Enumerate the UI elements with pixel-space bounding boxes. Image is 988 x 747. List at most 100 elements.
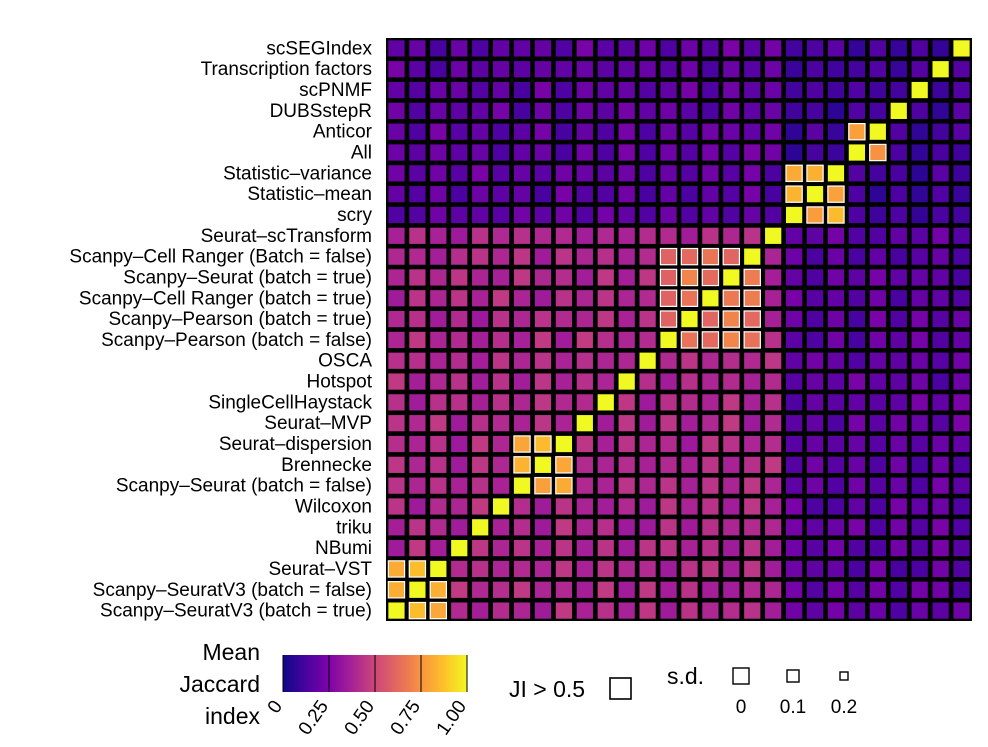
heatmap-cell bbox=[451, 102, 468, 119]
heatmap-cell bbox=[702, 123, 719, 140]
heatmap-cell bbox=[702, 290, 719, 307]
heatmap-cell bbox=[639, 61, 656, 78]
heatmap-cell bbox=[890, 477, 907, 494]
heatmap-cell bbox=[597, 310, 614, 328]
heatmap-cell bbox=[953, 61, 970, 78]
heatmap-cell bbox=[681, 186, 698, 203]
heatmap-cell bbox=[388, 290, 405, 307]
heatmap-cell bbox=[723, 269, 740, 286]
heatmap-cell bbox=[869, 102, 886, 119]
heatmap-cell bbox=[576, 248, 593, 265]
heatmap-cell bbox=[472, 144, 489, 161]
heatmap-cell bbox=[451, 227, 468, 244]
row-label: OSCA bbox=[318, 351, 372, 372]
heatmap-cell bbox=[387, 581, 406, 599]
heatmap-cell bbox=[744, 81, 761, 99]
heatmap-cell bbox=[618, 186, 635, 203]
heatmap-cell bbox=[765, 61, 782, 78]
heatmap-cell bbox=[639, 352, 656, 369]
heatmap-cell bbox=[785, 61, 803, 78]
heatmap-cell bbox=[639, 477, 656, 494]
heatmap-cell bbox=[953, 435, 970, 453]
heatmap-cell bbox=[765, 310, 782, 328]
heatmap-cell bbox=[660, 61, 677, 78]
heatmap-cell bbox=[806, 352, 824, 369]
heatmap-cell bbox=[785, 290, 803, 307]
heatmap-cell bbox=[597, 290, 614, 307]
heatmap-cell bbox=[660, 123, 677, 140]
heatmap-cell bbox=[827, 165, 845, 182]
heatmap-cell bbox=[430, 477, 447, 494]
heatmap-cell bbox=[785, 415, 803, 432]
heatmap-cell bbox=[681, 40, 698, 57]
heatmap-cell bbox=[765, 394, 782, 411]
heatmap-cell bbox=[429, 581, 448, 599]
heatmap-cell bbox=[597, 81, 614, 99]
heatmap-cell bbox=[430, 290, 447, 307]
heatmap-cell bbox=[890, 373, 907, 390]
heatmap-cell bbox=[513, 310, 531, 328]
heatmap-cell bbox=[743, 331, 761, 349]
heatmap-cell bbox=[555, 102, 573, 119]
heatmap-cell bbox=[722, 247, 741, 266]
heatmap-cell bbox=[597, 331, 614, 349]
heatmap-cell bbox=[430, 519, 447, 536]
heatmap-cell bbox=[953, 519, 970, 536]
heatmap-cell bbox=[765, 560, 782, 578]
heatmap-cell bbox=[618, 144, 635, 161]
heatmap-cell bbox=[848, 227, 866, 244]
heatmap-cell bbox=[743, 289, 761, 307]
row-label: scPNMF bbox=[299, 80, 372, 101]
heatmap-cell bbox=[890, 394, 907, 411]
heatmap-cell bbox=[953, 394, 970, 411]
heatmap-cell bbox=[869, 415, 886, 432]
heatmap-cell bbox=[660, 40, 677, 57]
heatmap-cell bbox=[702, 165, 719, 182]
sd-legend-box-2 bbox=[839, 671, 849, 681]
heatmap-cell bbox=[932, 206, 949, 224]
heatmap-cell bbox=[660, 456, 677, 473]
heatmap-cell bbox=[932, 290, 949, 307]
heatmap-cell bbox=[702, 394, 719, 411]
heatmap-cell bbox=[785, 352, 803, 369]
heatmap-cell bbox=[765, 290, 782, 307]
heatmap-cell bbox=[639, 206, 656, 224]
heatmap-cell bbox=[785, 227, 803, 244]
heatmap-cell bbox=[430, 61, 447, 78]
heatmap-cell bbox=[576, 352, 593, 369]
colorbar-tick-label: 0 bbox=[264, 697, 287, 718]
heatmap-cell bbox=[702, 227, 719, 244]
heatmap-cell bbox=[932, 227, 949, 244]
heatmap-cell bbox=[576, 186, 593, 203]
heatmap-cells bbox=[387, 40, 970, 620]
heatmap-cell bbox=[472, 352, 489, 369]
heatmap-cell bbox=[597, 394, 614, 411]
heatmap-cell bbox=[451, 186, 468, 203]
heatmap-cell bbox=[409, 165, 426, 182]
heatmap-cell bbox=[744, 394, 761, 411]
heatmap-cell bbox=[492, 373, 510, 390]
heatmap-cell bbox=[513, 186, 531, 203]
heatmap-cell bbox=[534, 102, 552, 119]
heatmap-cell bbox=[723, 415, 740, 432]
heatmap-cell bbox=[702, 40, 719, 57]
heatmap-cell bbox=[702, 352, 719, 369]
row-label: Hotspot bbox=[307, 372, 373, 393]
heatmap-cell bbox=[618, 248, 635, 265]
heatmap-cell bbox=[932, 102, 949, 119]
heatmap-cell bbox=[492, 186, 510, 203]
heatmap-cell bbox=[534, 435, 552, 453]
heatmap-cell bbox=[597, 248, 614, 265]
heatmap-cell bbox=[492, 477, 510, 494]
heatmap-cell bbox=[827, 394, 845, 411]
heatmap-cell bbox=[618, 540, 635, 557]
row-label: triku bbox=[336, 517, 372, 538]
heatmap-cell bbox=[597, 40, 614, 57]
heatmap-cell bbox=[681, 123, 698, 140]
heatmap-cell bbox=[744, 373, 761, 390]
heatmap-cell bbox=[723, 477, 740, 494]
row-label: Seurat–MVP bbox=[264, 413, 372, 434]
heatmap-cell bbox=[681, 435, 698, 453]
heatmap-cell bbox=[702, 373, 719, 390]
heatmap-cell bbox=[932, 456, 949, 473]
